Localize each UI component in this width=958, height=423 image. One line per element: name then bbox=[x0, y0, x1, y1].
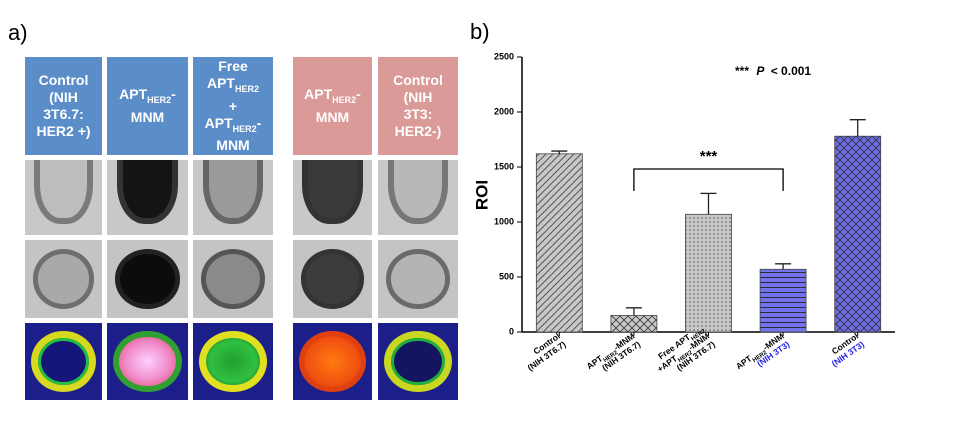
header-text: Control bbox=[393, 72, 443, 88]
color-map bbox=[25, 323, 102, 400]
x-tick-label: APTHER2-MNM(NIH 3T6.7) bbox=[585, 331, 643, 380]
y-tick-label: 2500 bbox=[494, 51, 514, 61]
x-tick-label: Control(NIH 3T3) bbox=[824, 331, 866, 369]
y-tick-label: 2000 bbox=[494, 106, 514, 116]
mri-image bbox=[107, 160, 188, 235]
header-text: APT bbox=[206, 74, 235, 91]
header-text: MNM bbox=[130, 108, 165, 125]
header-text: (NIH bbox=[49, 89, 78, 105]
column-header: APTHER2- MNM bbox=[107, 57, 188, 155]
mri-image bbox=[293, 160, 372, 235]
mri-image bbox=[107, 240, 188, 318]
color-map bbox=[293, 323, 372, 400]
panel-label: b) bbox=[470, 19, 490, 44]
x-tick-label-part: APT bbox=[734, 353, 754, 371]
header-text: - bbox=[171, 86, 176, 103]
y-tick-label: 1500 bbox=[494, 161, 514, 171]
header-text: HER2 +) bbox=[36, 123, 91, 139]
header-text: Free bbox=[218, 57, 248, 74]
y-tick-label: 500 bbox=[499, 271, 514, 281]
header-text: 3T3: bbox=[403, 106, 433, 122]
header-text: HER2 bbox=[147, 94, 172, 105]
x-tick-label: APTHER2-MNM(NIH 3T3) bbox=[734, 331, 792, 380]
header-text: + bbox=[228, 97, 238, 114]
header-text: HER2 bbox=[234, 83, 259, 94]
bar-pattern bbox=[610, 315, 658, 333]
mri-image bbox=[293, 240, 372, 318]
mri-image bbox=[25, 160, 102, 235]
bar-pattern bbox=[535, 153, 583, 333]
note-text: P bbox=[756, 64, 765, 78]
header-text: APT bbox=[304, 86, 333, 103]
header-text: 3T6.7: bbox=[43, 106, 84, 122]
note-text: < 0.001 bbox=[771, 64, 812, 78]
bar-pattern bbox=[685, 213, 732, 333]
color-map bbox=[378, 323, 458, 400]
header-text: APT bbox=[119, 86, 148, 103]
header-text: APT bbox=[204, 114, 233, 131]
note-text: *** bbox=[735, 64, 749, 78]
header-text: MNM bbox=[315, 108, 350, 125]
column-header: Control (NIH 3T3: HER2-) bbox=[378, 57, 458, 155]
note: *** P < 0.001 bbox=[735, 64, 811, 78]
significance-label: *** bbox=[700, 148, 718, 165]
header-text: HER2 bbox=[332, 94, 357, 105]
bar-pattern bbox=[834, 135, 882, 333]
mri-image bbox=[25, 240, 102, 318]
significance-bracket bbox=[633, 168, 784, 191]
panel-label: a) bbox=[8, 20, 28, 45]
header-text: - bbox=[256, 114, 262, 131]
color-map bbox=[193, 323, 273, 400]
header-text: HER2 bbox=[232, 123, 257, 134]
mri-image bbox=[378, 160, 458, 235]
header-text: HER2-) bbox=[394, 123, 442, 139]
bar-pattern bbox=[759, 268, 807, 333]
mri-image bbox=[378, 240, 458, 318]
column-header: APTHER2- MNM bbox=[293, 57, 372, 155]
x-tick-label: Control(NIH 3T6.7) bbox=[520, 331, 568, 373]
y-axis-label: ROI bbox=[472, 180, 491, 210]
color-map bbox=[107, 323, 188, 400]
header-text: (NIH bbox=[403, 89, 433, 105]
header-text: Control bbox=[38, 72, 89, 88]
mri-image bbox=[193, 160, 273, 235]
y-tick-label: 1000 bbox=[494, 216, 514, 226]
y-tick-label: 0 bbox=[509, 326, 514, 336]
column-header: Control (NIH 3T6.7: HER2 +) bbox=[25, 57, 102, 155]
header-text: MNM bbox=[216, 137, 250, 154]
header-text: - bbox=[356, 86, 361, 103]
mri-image bbox=[193, 240, 273, 318]
column-header: Free APTHER2 + APTHER2- MNM bbox=[193, 57, 273, 155]
